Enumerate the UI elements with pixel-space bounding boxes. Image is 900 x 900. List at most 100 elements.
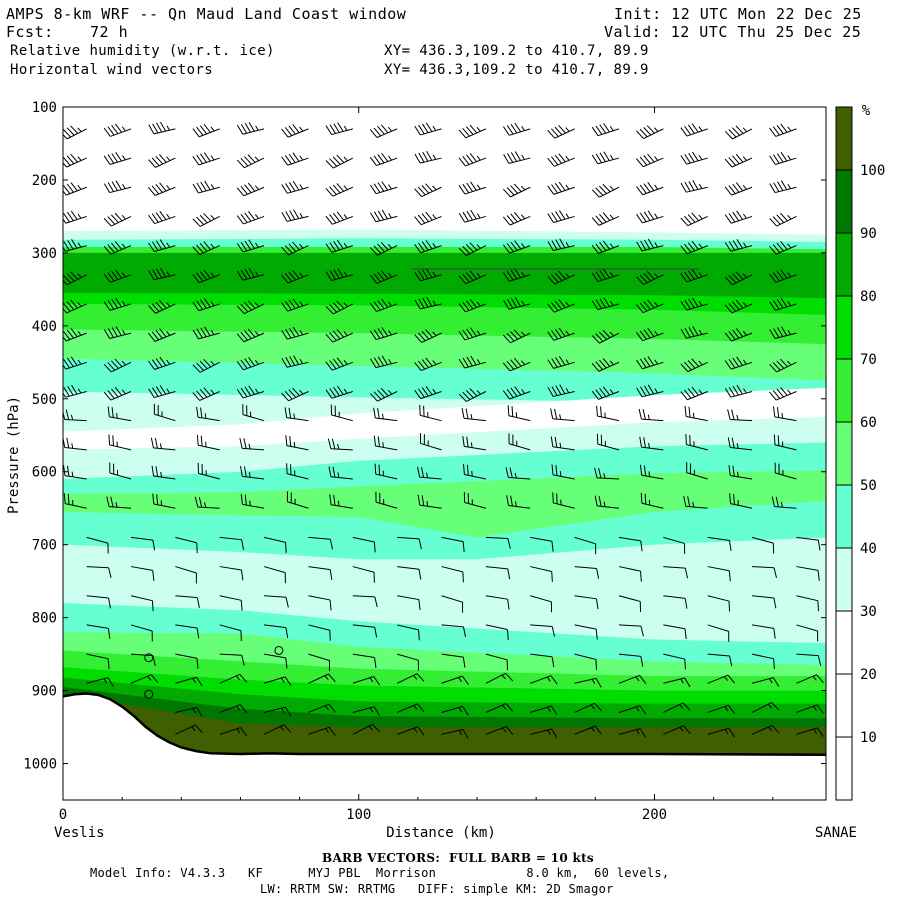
wind-barb	[264, 624, 289, 638]
barb-half-feather	[387, 126, 393, 132]
barb-feather	[152, 123, 159, 134]
barb-feather	[547, 303, 555, 313]
barb-feather	[329, 332, 337, 341]
barb-half-feather	[470, 442, 473, 448]
barb-feather	[639, 675, 647, 684]
barb-feather	[369, 330, 377, 340]
barb-shaft	[86, 536, 109, 544]
barb-shaft	[751, 624, 774, 629]
barb-feather	[372, 724, 380, 733]
colorbar-label: 10	[860, 730, 877, 746]
barb-feather	[421, 241, 429, 251]
barb-feather	[196, 300, 204, 310]
wind-barb	[458, 181, 487, 195]
wind-barb	[707, 674, 736, 684]
barb-shaft	[485, 566, 508, 570]
barb-feather	[462, 211, 469, 222]
barb-feather	[461, 408, 465, 419]
barb-feather	[687, 270, 695, 280]
barb-feather	[103, 155, 111, 165]
wind-barb	[370, 209, 398, 223]
barb-feather	[67, 385, 74, 396]
wind-barb	[264, 595, 289, 608]
barb-feather	[66, 465, 70, 477]
barb-feather	[547, 275, 556, 285]
wind-barb	[796, 727, 824, 737]
barb-feather	[203, 269, 211, 279]
wind-barb	[103, 123, 132, 137]
barb-feather	[680, 245, 688, 255]
barb-shaft	[441, 653, 464, 658]
barb-feather	[196, 406, 199, 418]
wind-barb	[308, 595, 332, 611]
barb-feather	[554, 126, 563, 136]
barb-feather	[591, 390, 599, 400]
barb-feather	[555, 211, 562, 221]
wind-barb	[769, 387, 797, 401]
barb-half-feather	[210, 272, 215, 278]
wind-barb	[769, 326, 797, 339]
barb-feather	[558, 356, 566, 366]
barb-feather	[380, 270, 389, 280]
barb-feather	[70, 125, 79, 134]
barb-feather	[507, 538, 511, 549]
barb-feather	[285, 435, 288, 446]
barb-half-feather	[476, 272, 481, 278]
wind-barb	[236, 122, 265, 135]
barb-feather	[331, 438, 336, 450]
barb-feather	[159, 239, 167, 249]
barb-half-feather	[736, 443, 739, 449]
barb-feather	[680, 273, 688, 283]
barb-feather	[236, 388, 244, 399]
barb-half-feather	[77, 302, 82, 307]
barb-feather	[684, 389, 692, 399]
wind-barb	[502, 357, 531, 372]
barb-half-feather	[724, 706, 729, 712]
barb-feather	[329, 214, 337, 224]
barb-half-feather	[210, 360, 215, 366]
barb-feather	[558, 124, 566, 134]
wind-barb	[680, 386, 708, 401]
barb-feather	[643, 211, 651, 221]
barb-half-feather	[476, 301, 481, 307]
wind-barb	[530, 653, 555, 668]
wind-barb	[192, 180, 220, 194]
barb-feather	[333, 494, 336, 506]
barb-feather	[724, 360, 732, 370]
barb-feather	[418, 388, 425, 398]
barb-feather	[151, 359, 159, 369]
barb-half-feather	[299, 358, 304, 364]
barb-legend: BARB VECTORS: FULL BARB = 10 kts	[322, 851, 594, 865]
barb-half-feather	[787, 214, 792, 220]
barb-half-feather	[432, 214, 437, 219]
barb-shaft	[219, 536, 242, 541]
barb-feather	[736, 210, 743, 220]
barb-feather	[196, 154, 204, 164]
barb-half-feather	[546, 676, 551, 682]
barb-feather	[151, 465, 155, 477]
wind-barb	[263, 566, 286, 584]
wind-barb	[485, 653, 508, 671]
barb-feather	[507, 568, 511, 580]
barb-shaft	[663, 624, 686, 630]
wind-barb	[506, 495, 531, 509]
barb-feather	[152, 387, 159, 397]
wind-barb	[103, 358, 132, 373]
barb-feather	[643, 357, 651, 367]
barb-feather	[421, 330, 430, 340]
barb-feather	[244, 330, 252, 339]
barb-feather	[506, 726, 514, 736]
barb-feather	[66, 357, 74, 367]
barb-feather	[289, 210, 296, 220]
wind-barb	[397, 595, 421, 610]
barb-feather	[599, 152, 606, 162]
barb-feather	[422, 269, 429, 279]
barb-feather	[728, 705, 736, 715]
barb-feather	[776, 388, 784, 398]
barb-shaft	[130, 653, 154, 657]
barb-half-feather	[236, 728, 241, 734]
wind-barb	[727, 437, 753, 451]
barb-feather	[559, 238, 566, 249]
wind-barb	[530, 536, 554, 552]
wind-barb	[707, 704, 736, 715]
